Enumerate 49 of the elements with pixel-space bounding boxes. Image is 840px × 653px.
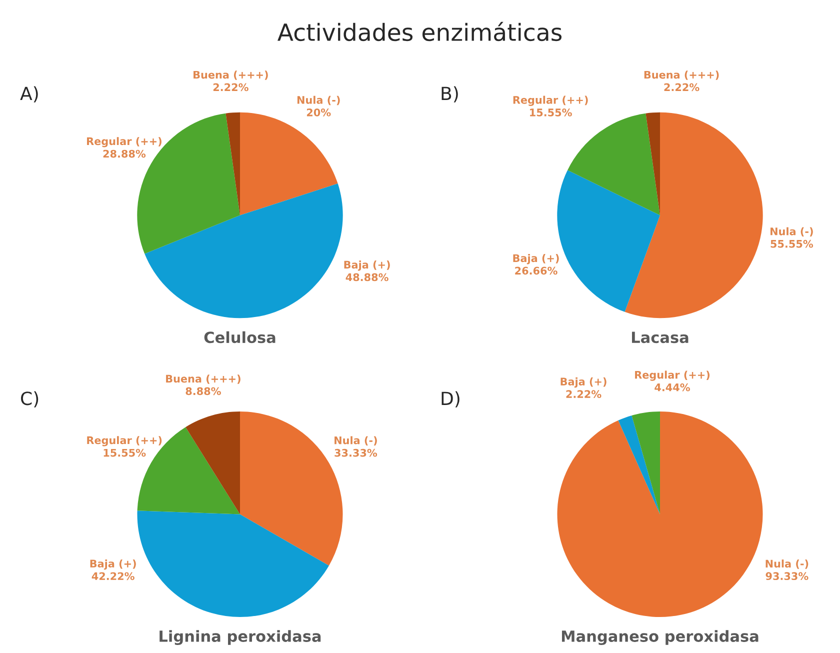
slice-label: Buena (+++) [644,70,719,80]
slice-label: Nula (-) [766,560,808,569]
slice-label: Regular (++) [635,370,710,381]
pie-slice [618,415,660,514]
slice-label: Baja (+) [344,260,390,271]
data-label: 33.33% [334,448,378,457]
text: Lignina peroxidasa [160,630,321,646]
slice-label: Nula (-) [334,436,377,446]
data-label: 20% [306,108,331,116]
data-label: 28.88% [103,150,146,158]
slice-label: Buena (+++) [166,374,240,384]
pie-slice [557,170,660,312]
data-label: 93.33% [766,572,808,580]
data-label: 42.22% [92,572,134,580]
slice-label: Nula (-) [770,227,813,237]
data-label: 8.88% [186,387,221,396]
pie-slice [624,112,763,318]
text: A) [20,86,38,102]
data-label: 15.55% [530,108,572,116]
text: Lacasa [632,332,688,344]
pie-slice [557,412,763,618]
text: Celulosa [204,331,276,344]
pie-slice [646,112,660,216]
data-label: 26.66% [515,266,558,275]
text: C) [21,391,38,408]
data-label: 2.22% [213,83,248,92]
text: D) [442,391,460,408]
slice-label: Buena (+++) [194,70,268,80]
data-label: 4.44% [654,383,690,392]
slice-label: Baja (+) [90,559,136,570]
text: B) [442,86,458,102]
slice-label: Regular (++) [513,96,588,106]
data-label: 55.55% [770,240,814,248]
data-label: 2.22% [566,390,602,398]
pie-slice [632,412,660,514]
data-label: 2.22% [664,83,700,92]
slice-label: Baja (+) [560,377,606,388]
data-label: 48.88% [346,273,388,282]
pie-slice [137,510,329,618]
data-label: 15.55% [104,448,146,457]
pie-slice [144,184,343,318]
slice-label: Nula (-) [297,96,340,106]
pie-slice [186,412,240,514]
slice-label: Regular (++) [87,137,162,148]
pie-slice [226,112,240,216]
slice-label: Baja (+) [513,254,559,264]
chart-title: Actividades enzimáticas [278,22,562,42]
slice-label: Regular (++) [87,436,162,446]
text: Manganeso peroxidasa [562,630,758,646]
